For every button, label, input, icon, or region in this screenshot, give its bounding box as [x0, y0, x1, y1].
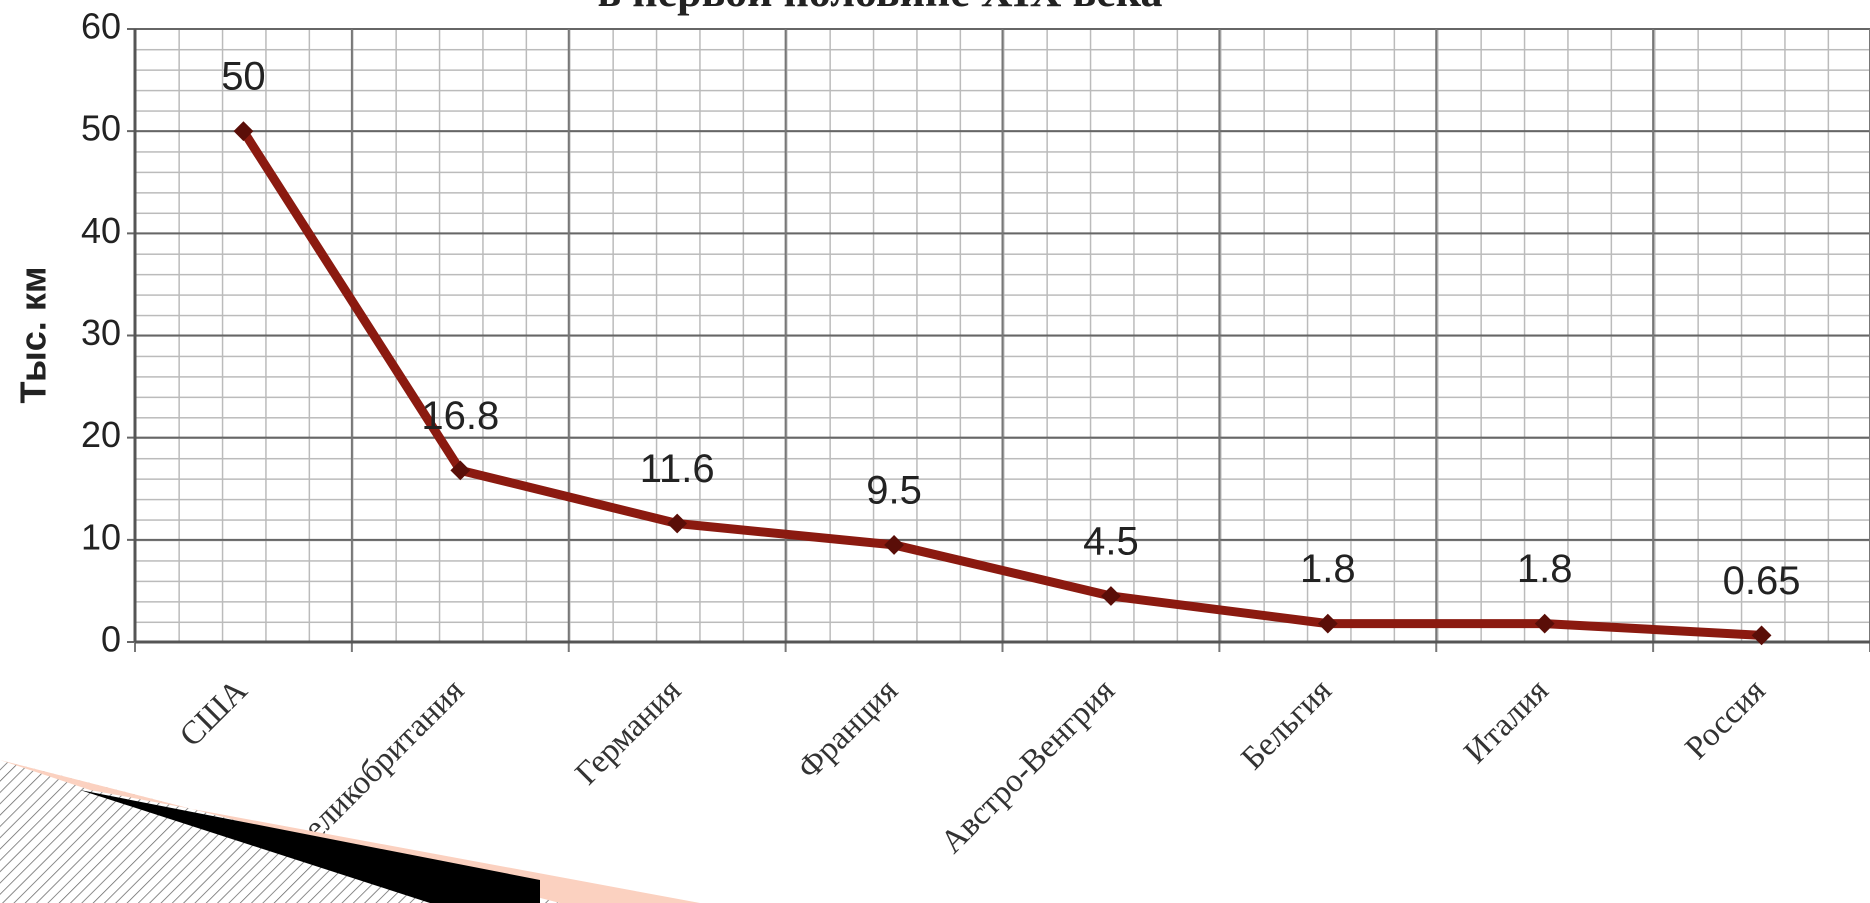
y-tick-label: 60	[81, 6, 121, 47]
data-label: 16.8	[421, 394, 499, 438]
x-tick-label: США	[173, 672, 255, 754]
x-tick-label: Германия	[569, 673, 689, 793]
y-tick-label: 0	[101, 619, 121, 660]
line	[239, 128, 1762, 640]
y-axis-title: Тыс. км	[13, 267, 54, 404]
point	[1534, 613, 1555, 634]
x-tick-label: Франция	[791, 673, 905, 787]
point	[667, 513, 688, 534]
data-label: 50	[221, 55, 266, 99]
y-tick-label: 30	[81, 312, 121, 353]
y-tick-label: 20	[81, 414, 121, 455]
data-label: 4.5	[1083, 520, 1139, 564]
data-label: 9.5	[866, 469, 922, 513]
data-label: 1.8	[1517, 547, 1573, 591]
chart-title: в первой половине XIX века	[598, 0, 1163, 16]
point	[1317, 613, 1338, 634]
black-wedge	[80, 790, 540, 903]
point	[884, 535, 904, 555]
data-label: 1.8	[1300, 547, 1356, 591]
y-tick-label: 40	[81, 210, 121, 251]
point	[450, 460, 471, 481]
point	[233, 121, 254, 142]
decoration	[0, 760, 700, 903]
data-label: 0.65	[1723, 559, 1801, 603]
x-tick-label: Австро-Венгрия	[934, 673, 1122, 861]
point	[1751, 625, 1772, 646]
x-tick-label: Бельгия	[1235, 673, 1339, 777]
point	[1101, 586, 1121, 606]
x-tick-label: Италия	[1457, 673, 1555, 771]
data-label: 11.6	[640, 447, 715, 491]
x-tick-label: Россия	[1679, 673, 1773, 767]
y-tick-label: 10	[81, 516, 121, 557]
y-tick-label: 50	[81, 108, 121, 149]
